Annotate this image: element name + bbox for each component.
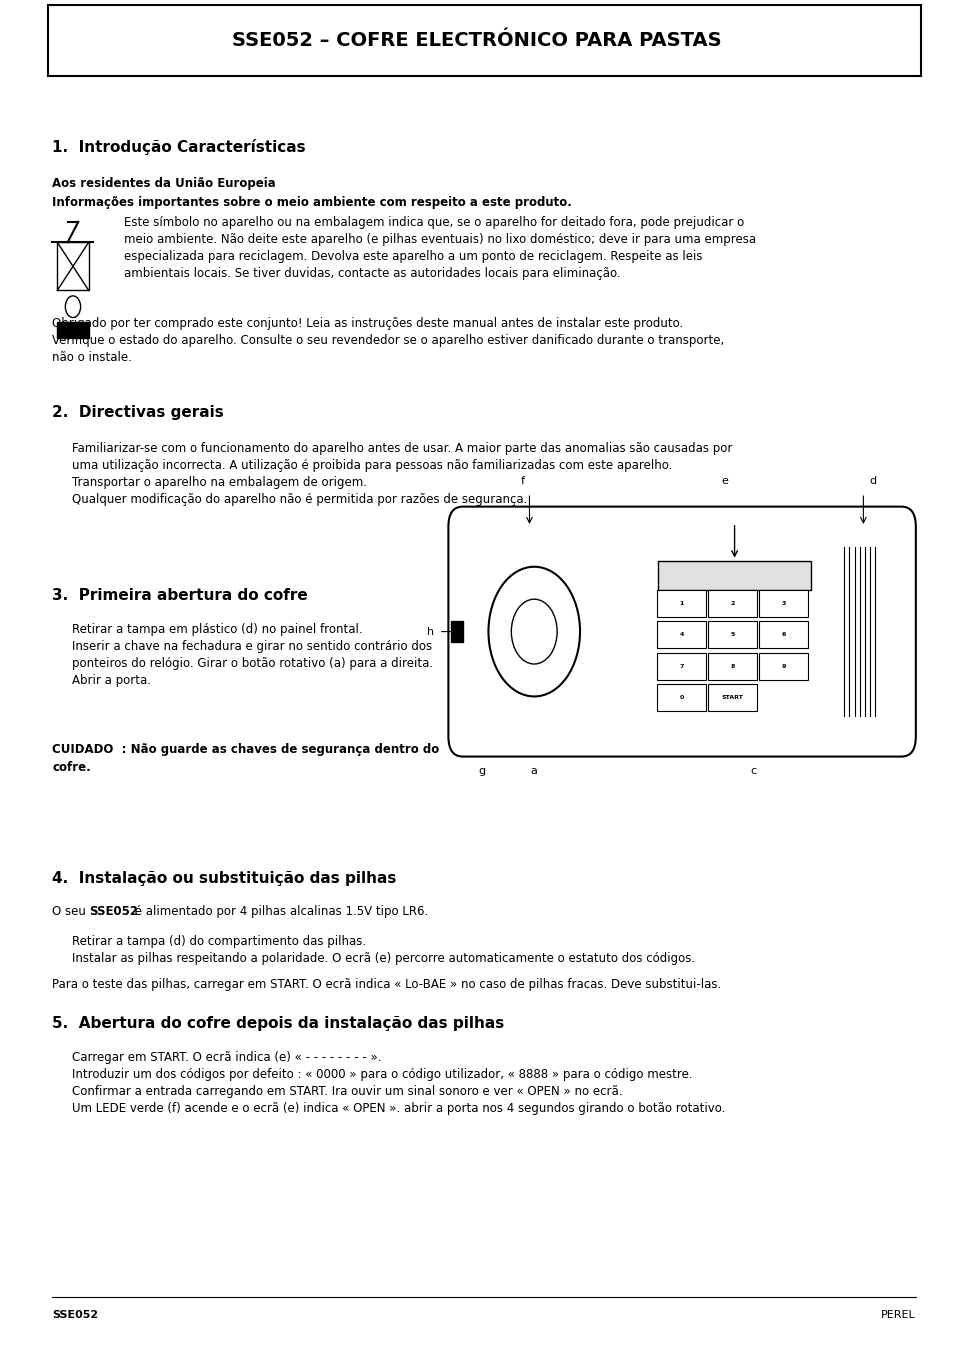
- Text: Familiarizar-se com o funcionamento do aparelho antes de usar. A maior parte das: Familiarizar-se com o funcionamento do a…: [71, 442, 731, 505]
- Text: f: f: [520, 477, 524, 486]
- Text: Retirar a tampa em plástico (d) no painel frontal.
Inserir a chave na fechadura : Retirar a tampa em plástico (d) no paine…: [71, 623, 433, 686]
- Text: Retirar a tampa (d) do compartimento das pilhas.
Instalar as pilhas respeitando : Retirar a tampa (d) do compartimento das…: [71, 935, 694, 965]
- FancyBboxPatch shape: [707, 653, 757, 680]
- Text: SSE052: SSE052: [89, 905, 137, 919]
- Text: PEREL: PEREL: [881, 1310, 915, 1320]
- Text: SSE052 – COFRE ELECTRÓNICO PARA PASTAS: SSE052 – COFRE ELECTRÓNICO PARA PASTAS: [232, 31, 721, 50]
- Text: 0: 0: [679, 694, 683, 700]
- Text: a: a: [530, 766, 537, 775]
- FancyBboxPatch shape: [759, 621, 807, 648]
- Text: 5: 5: [730, 632, 734, 638]
- Circle shape: [488, 567, 579, 697]
- FancyBboxPatch shape: [657, 590, 705, 617]
- Text: Carregar em START. O ecrã indica (e) « - - - - - - - - ».
Introduzir um dos códi: Carregar em START. O ecrã indica (e) « -…: [71, 1051, 724, 1115]
- Text: 2.  Directivas gerais: 2. Directivas gerais: [52, 405, 224, 420]
- Text: 7: 7: [679, 663, 683, 669]
- Text: e: e: [720, 477, 728, 486]
- FancyBboxPatch shape: [707, 684, 757, 711]
- Text: c: c: [750, 766, 756, 775]
- Bar: [57, 322, 89, 338]
- Text: Informações importantes sobre o meio ambiente com respeito a este produto.: Informações importantes sobre o meio amb…: [52, 196, 572, 209]
- Text: Obrigado por ter comprado este conjunto! Leia as instruções deste manual antes d: Obrigado por ter comprado este conjunto!…: [52, 317, 724, 365]
- Text: 1: 1: [679, 601, 683, 607]
- Text: 3.  Primeira abertura do cofre: 3. Primeira abertura do cofre: [52, 588, 308, 603]
- Text: g: g: [477, 766, 485, 775]
- FancyBboxPatch shape: [657, 653, 705, 680]
- Text: O seu: O seu: [52, 905, 90, 919]
- Text: CUIDADO  : Não guarde as chaves de segurança dentro do
cofre.: CUIDADO : Não guarde as chaves de segura…: [52, 743, 439, 774]
- FancyBboxPatch shape: [448, 507, 915, 757]
- FancyBboxPatch shape: [57, 242, 89, 290]
- Text: Este símbolo no aparelho ou na embalagem indica que, se o aparelho for deitado f: Este símbolo no aparelho ou na embalagem…: [124, 216, 756, 280]
- Bar: [658, 561, 810, 590]
- Text: d: d: [868, 477, 876, 486]
- Text: SSE052: SSE052: [52, 1310, 98, 1320]
- Text: é alimentado por 4 pilhas alcalinas 1.5V tipo LR6.: é alimentado por 4 pilhas alcalinas 1.5V…: [131, 905, 428, 919]
- Text: 4: 4: [679, 632, 683, 638]
- FancyBboxPatch shape: [657, 684, 705, 711]
- Text: h: h: [427, 627, 434, 636]
- Text: 2: 2: [730, 601, 734, 607]
- Bar: [451, 621, 462, 643]
- Text: Aos residentes da União Europeia: Aos residentes da União Europeia: [52, 177, 276, 190]
- Text: 5.  Abertura do cofre depois da instalação das pilhas: 5. Abertura do cofre depois da instalaçã…: [52, 1016, 504, 1031]
- FancyBboxPatch shape: [759, 653, 807, 680]
- Circle shape: [511, 600, 557, 665]
- Text: 6: 6: [781, 632, 785, 638]
- FancyBboxPatch shape: [707, 590, 757, 617]
- Text: 8: 8: [730, 663, 734, 669]
- Text: 1.  Introdução Características: 1. Introdução Características: [52, 139, 306, 155]
- Text: Para o teste das pilhas, carregar em START. O ecrã indica « Lo-BAE » no caso de : Para o teste das pilhas, carregar em STA…: [52, 978, 721, 992]
- Text: START: START: [721, 694, 742, 700]
- FancyBboxPatch shape: [759, 590, 807, 617]
- FancyBboxPatch shape: [707, 621, 757, 648]
- FancyBboxPatch shape: [657, 621, 705, 648]
- Text: 3: 3: [781, 601, 785, 607]
- Text: 4.  Instalação ou substituição das pilhas: 4. Instalação ou substituição das pilhas: [52, 871, 396, 886]
- FancyBboxPatch shape: [48, 5, 920, 76]
- Text: 9: 9: [781, 663, 785, 669]
